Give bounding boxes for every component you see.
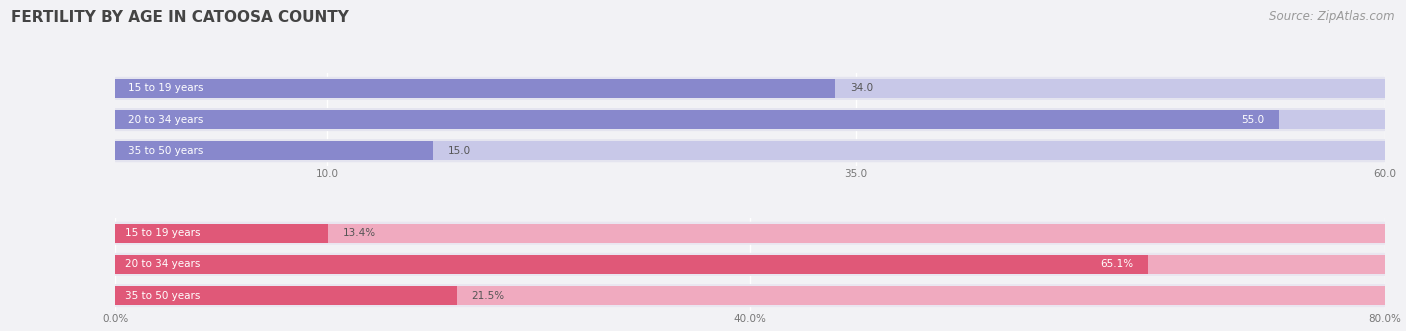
Bar — [115, 110, 1385, 129]
Bar — [115, 79, 1385, 98]
FancyBboxPatch shape — [115, 139, 1385, 162]
Bar — [115, 286, 1385, 305]
FancyBboxPatch shape — [115, 222, 1385, 245]
Text: 20 to 34 years: 20 to 34 years — [125, 260, 200, 269]
Bar — [115, 79, 835, 98]
Bar — [115, 224, 328, 243]
Bar — [115, 110, 1279, 129]
FancyBboxPatch shape — [115, 108, 1385, 131]
Bar — [115, 255, 1385, 274]
Text: FERTILITY BY AGE IN CATOOSA COUNTY: FERTILITY BY AGE IN CATOOSA COUNTY — [11, 10, 349, 25]
FancyBboxPatch shape — [115, 77, 1385, 100]
Text: 20 to 34 years: 20 to 34 years — [128, 115, 204, 124]
Text: 15 to 19 years: 15 to 19 years — [125, 228, 200, 238]
Bar — [115, 141, 1385, 160]
Bar — [115, 224, 1385, 243]
Text: 34.0: 34.0 — [851, 83, 873, 93]
Text: Source: ZipAtlas.com: Source: ZipAtlas.com — [1270, 10, 1395, 23]
Text: 35 to 50 years: 35 to 50 years — [128, 146, 204, 156]
Text: 15 to 19 years: 15 to 19 years — [128, 83, 204, 93]
Bar — [115, 255, 1149, 274]
Text: 13.4%: 13.4% — [343, 228, 377, 238]
Text: 15.0: 15.0 — [449, 146, 471, 156]
Text: 35 to 50 years: 35 to 50 years — [125, 291, 200, 301]
Bar — [115, 141, 433, 160]
FancyBboxPatch shape — [115, 284, 1385, 307]
FancyBboxPatch shape — [115, 253, 1385, 276]
Bar — [115, 286, 457, 305]
Text: 21.5%: 21.5% — [472, 291, 505, 301]
Text: 65.1%: 65.1% — [1099, 260, 1133, 269]
Text: 55.0: 55.0 — [1240, 115, 1264, 124]
